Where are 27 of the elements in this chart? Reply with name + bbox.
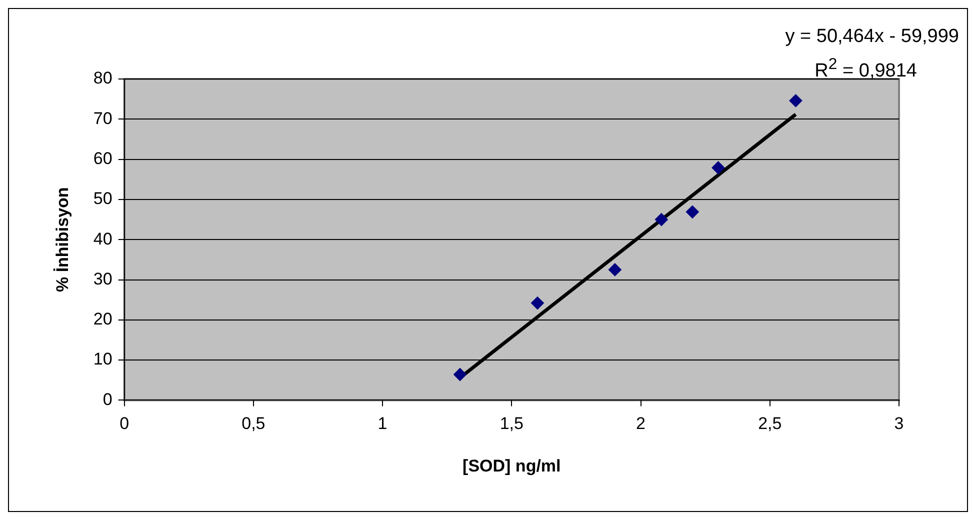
point bbox=[686, 205, 699, 218]
x-tick-label: 3 bbox=[894, 414, 904, 434]
y-axis-title: % İnhibisyon bbox=[52, 187, 72, 292]
y-tick-label: 40 bbox=[93, 229, 112, 248]
y-tick-label: 30 bbox=[93, 269, 112, 288]
point bbox=[608, 263, 622, 276]
y-tick-label: 10 bbox=[93, 350, 112, 369]
point bbox=[654, 213, 668, 226]
x-tick-label: 2 bbox=[636, 414, 646, 434]
y-tick-label: 60 bbox=[93, 148, 112, 168]
point bbox=[530, 296, 544, 310]
point bbox=[789, 94, 802, 108]
y-tick-label: 50 bbox=[93, 189, 112, 208]
x-tick-label: 0,5 bbox=[242, 414, 266, 434]
y-tick-label: 80 bbox=[93, 68, 112, 88]
y-tick-label: 20 bbox=[93, 310, 112, 329]
point bbox=[454, 368, 467, 382]
point bbox=[712, 161, 725, 174]
annotation: R$^{2}$ = 0,9814 bbox=[814, 55, 918, 84]
x-tick-label: 2,5 bbox=[758, 414, 782, 434]
y-tick-label: 0 bbox=[102, 390, 112, 409]
x-axis-title: [SOD] ng/ml bbox=[462, 456, 561, 476]
x-tick-label: 0 bbox=[120, 414, 130, 434]
x-tick-label: 1 bbox=[378, 414, 388, 434]
y-tick-label: 70 bbox=[93, 108, 112, 128]
x-tick-label: 1,5 bbox=[500, 414, 524, 434]
text: y = 50,464x - 59,999 bbox=[785, 25, 959, 49]
